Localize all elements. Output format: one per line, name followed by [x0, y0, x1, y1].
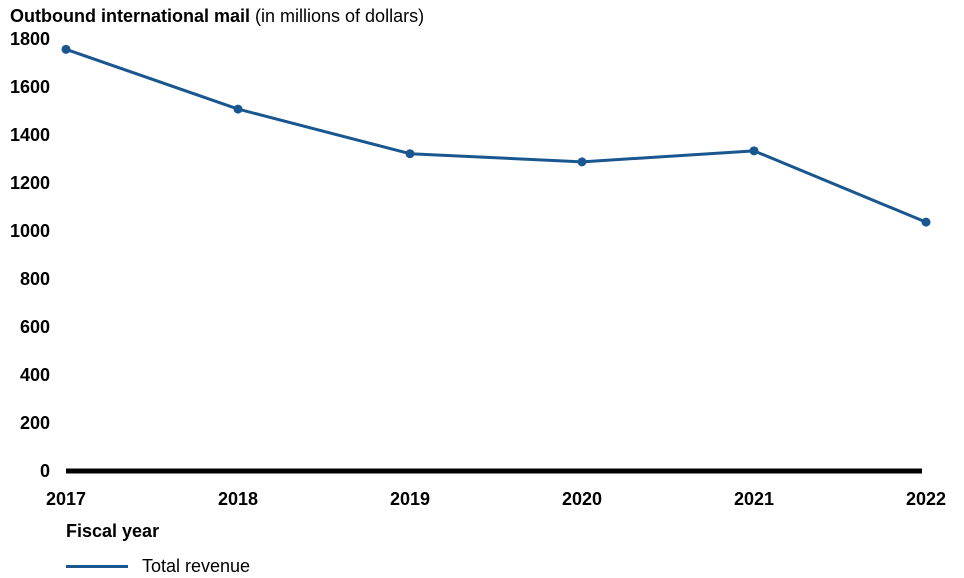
y-tick-label: 1200	[10, 173, 50, 193]
legend-swatch	[66, 565, 128, 568]
y-axis-ticks: 0 200 400 600 800 1000 1200 1400 1600 1800	[10, 29, 50, 481]
y-tick-label: 800	[20, 269, 50, 289]
x-tick-label: 2021	[734, 489, 774, 509]
data-point	[577, 157, 587, 167]
data-point	[749, 146, 759, 156]
chart-title: Outbound international mail (in millions…	[10, 6, 424, 27]
x-axis-label: Fiscal year	[66, 521, 160, 541]
y-tick-label: 1400	[10, 125, 50, 145]
y-tick-label: 1000	[10, 221, 50, 241]
y-tick-label: 600	[20, 317, 50, 337]
data-point	[61, 44, 71, 54]
legend-label: Total revenue	[142, 556, 251, 576]
x-axis-ticks: 2017 2018 2019 2020 2021 2022	[46, 489, 946, 509]
legend: Total revenue	[66, 556, 250, 577]
chart-title-text: Outbound international mail	[10, 6, 250, 26]
y-tick-label: 1600	[10, 77, 50, 97]
y-tick-label: 0	[40, 461, 50, 481]
x-tick-label: 2022	[906, 489, 946, 509]
y-tick-label: 200	[20, 413, 50, 433]
series-line	[65, 47, 927, 224]
x-tick-label: 2020	[562, 489, 602, 509]
series-layer	[61, 44, 931, 227]
chart-title-unit: (in millions of dollars)	[255, 6, 425, 26]
data-point	[405, 149, 415, 159]
y-tick-label: 1800	[10, 29, 50, 49]
y-tick-label: 400	[20, 365, 50, 385]
x-tick-label: 2019	[390, 489, 430, 509]
data-point	[233, 104, 243, 114]
x-tick-label: 2018	[218, 489, 258, 509]
x-tick-label: 2017	[46, 489, 86, 509]
data-point	[921, 217, 931, 227]
